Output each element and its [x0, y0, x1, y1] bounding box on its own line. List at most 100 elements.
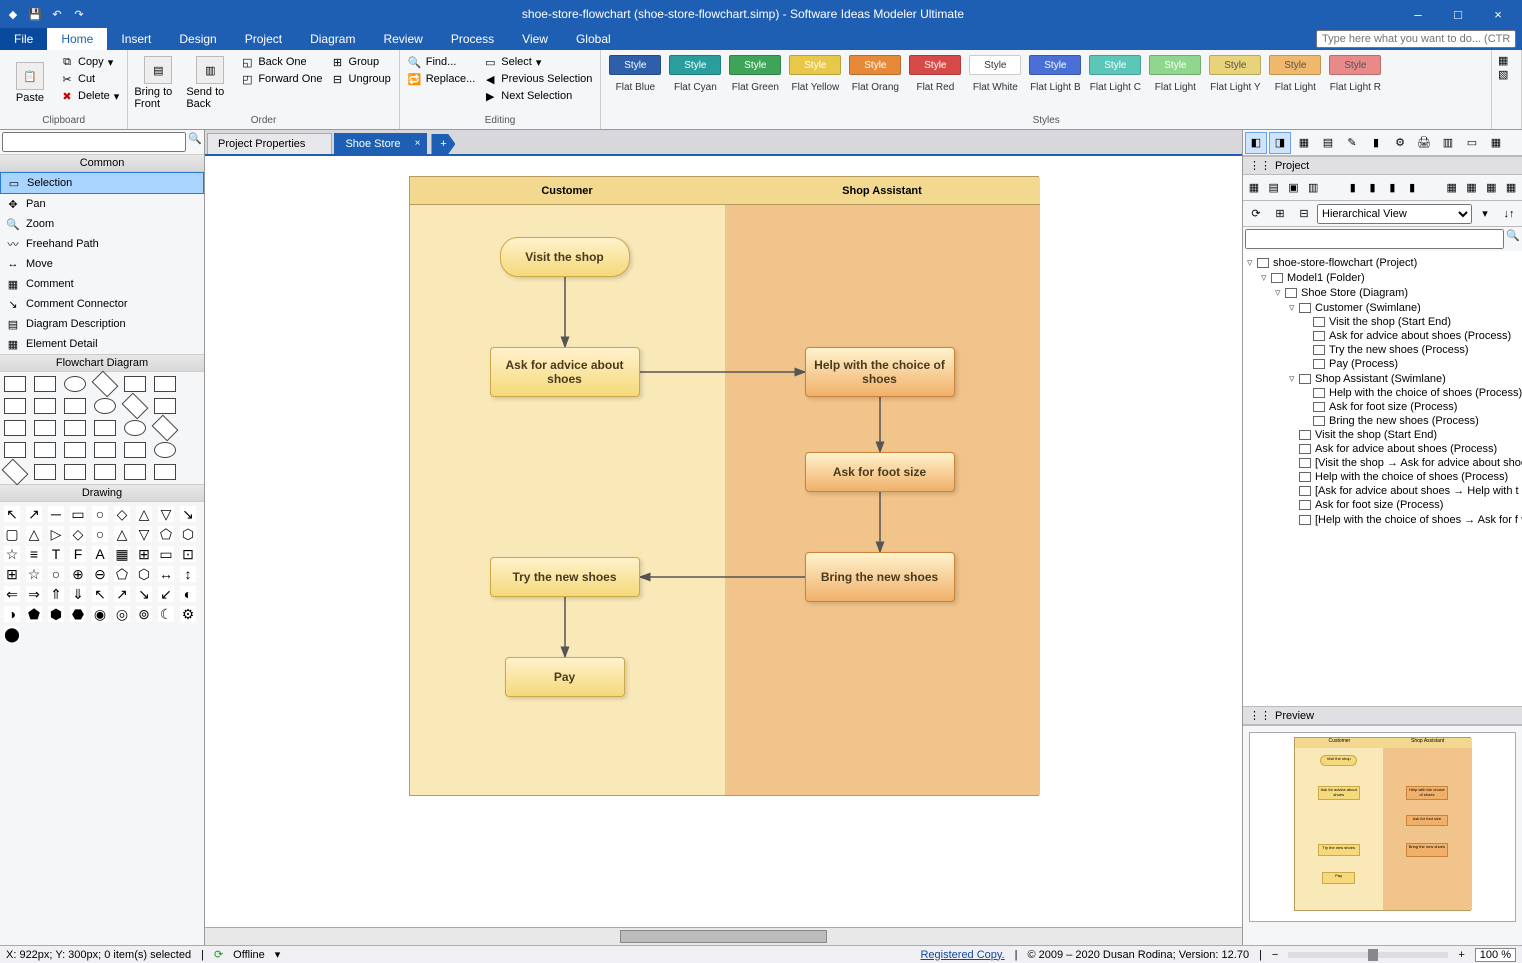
tree-expand-icon[interactable]: ▿: [1275, 286, 1285, 299]
menu-file[interactable]: File: [0, 28, 47, 50]
menu-global[interactable]: Global: [562, 28, 625, 50]
undo-icon[interactable]: ↶: [48, 5, 66, 23]
drawing-shape[interactable]: ⊞: [136, 546, 152, 562]
tree-row[interactable]: [Help with the choice of shoes → Ask for…: [1247, 512, 1518, 527]
drawing-shape[interactable]: T: [48, 546, 64, 562]
drawing-shape[interactable]: ↔: [158, 566, 174, 582]
style-swatch[interactable]: Style: [849, 55, 901, 75]
find-button[interactable]: 🔍Find...: [406, 54, 478, 70]
flowchart-shape[interactable]: [122, 393, 149, 420]
drawing-shape[interactable]: ☆: [4, 546, 20, 562]
flowchart-node[interactable]: Help with the choice of shoes: [805, 347, 955, 397]
tool-comment-connector[interactable]: ↘Comment Connector: [0, 294, 204, 314]
minimize-button[interactable]: –: [1398, 2, 1438, 26]
tool-pan[interactable]: ✥Pan: [0, 194, 204, 214]
horizontal-scrollbar[interactable]: [205, 927, 1242, 945]
flowchart-shape[interactable]: [94, 442, 116, 458]
drawing-shape[interactable]: ↖: [92, 586, 108, 602]
bring-to-front-button[interactable]: ▤Bring to Front: [134, 54, 182, 112]
project-toolbar-button[interactable]: ▮: [1344, 177, 1362, 199]
tree-row[interactable]: Visit the shop (Start End): [1247, 428, 1518, 442]
drawing-shape[interactable]: ○: [92, 506, 108, 522]
flowchart-shape[interactable]: [92, 371, 119, 398]
flowchart-shape[interactable]: [34, 398, 56, 414]
project-toolbar-button[interactable]: [1324, 177, 1342, 199]
diagram-canvas[interactable]: CustomerShop AssistantVisit the shopAsk …: [205, 156, 1242, 927]
project-tree[interactable]: ▿shoe-store-flowchart (Project)▿Model1 (…: [1243, 251, 1522, 706]
drawing-shape[interactable]: ⚙: [180, 606, 196, 622]
flowchart-node[interactable]: Visit the shop: [500, 237, 630, 277]
flowchart-shape[interactable]: [124, 442, 146, 458]
drawing-shape[interactable]: ⬠: [114, 566, 130, 582]
drawing-shape[interactable]: ◇: [70, 526, 86, 542]
project-toolbar-button[interactable]: ▦: [1502, 177, 1520, 199]
drawing-shape[interactable]: ⇒: [26, 586, 42, 602]
tool-diagram-description[interactable]: ▤Diagram Description: [0, 314, 204, 334]
section-flowchart-header[interactable]: Flowchart Diagram: [0, 354, 204, 372]
drawing-shape[interactable]: ☆: [26, 566, 42, 582]
style-swatch[interactable]: Style: [669, 55, 721, 75]
send-to-back-button[interactable]: ▥Send to Back: [186, 54, 234, 112]
drawing-shape[interactable]: ⊡: [180, 546, 196, 562]
ribbon-search[interactable]: [1316, 30, 1516, 48]
flowchart-shape[interactable]: [64, 376, 86, 392]
ribbon-extra-icon[interactable]: ▦: [1498, 54, 1508, 67]
style-swatch[interactable]: Style: [1209, 55, 1261, 75]
tree-expand-icon[interactable]: ▿: [1261, 271, 1271, 284]
tree-row[interactable]: Pay (Process): [1247, 357, 1518, 371]
expand-icon[interactable]: ⊞: [1269, 203, 1291, 225]
drawing-shape[interactable]: ↘: [136, 586, 152, 602]
collapse-icon[interactable]: ⊟: [1293, 203, 1315, 225]
drawing-shape[interactable]: ▷: [48, 526, 64, 542]
tree-expand-icon[interactable]: ▿: [1289, 372, 1299, 385]
refresh-icon[interactable]: ⟳: [1245, 203, 1267, 225]
menu-review[interactable]: Review: [369, 28, 436, 50]
flowchart-shape[interactable]: [154, 442, 176, 458]
tree-row[interactable]: [Ask for advice about shoes → Help with …: [1247, 484, 1518, 498]
group-button[interactable]: ⊞Group: [329, 54, 393, 70]
cut-button[interactable]: ✂Cut: [58, 71, 121, 87]
project-toolbar-button[interactable]: ▮: [1364, 177, 1382, 199]
style-swatch[interactable]: Style: [1269, 55, 1321, 75]
drawing-shape[interactable]: △: [114, 526, 130, 542]
drawing-shape[interactable]: A: [92, 546, 108, 562]
zoom-slider[interactable]: [1288, 952, 1448, 958]
ribbon-extra-icon[interactable]: ▧: [1498, 68, 1508, 81]
drawing-shape[interactable]: ▦: [114, 546, 130, 562]
tree-row[interactable]: Ask for advice about shoes (Process): [1247, 329, 1518, 343]
style-swatch[interactable]: Style: [1149, 55, 1201, 75]
drawing-shape[interactable]: △: [136, 506, 152, 522]
tree-row[interactable]: Visit the shop (Start End): [1247, 315, 1518, 329]
zoom-out-button[interactable]: −: [1272, 949, 1278, 961]
tree-row[interactable]: [Visit the shop → Ask for advice about s…: [1247, 456, 1518, 470]
redo-icon[interactable]: ↷: [70, 5, 88, 23]
project-toolbar-button[interactable]: ▮: [1383, 177, 1401, 199]
menu-insert[interactable]: Insert: [107, 28, 165, 50]
back-one-button[interactable]: ◱Back One: [238, 54, 324, 70]
flowchart-node[interactable]: Ask for foot size: [805, 452, 955, 492]
drawing-shape[interactable]: ▢: [4, 526, 20, 542]
drawing-shape[interactable]: ⊞: [4, 566, 20, 582]
flowchart-shape[interactable]: [4, 420, 26, 436]
right-toolbar-button[interactable]: ◨: [1269, 132, 1291, 154]
doc-tab[interactable]: Project Properties: [207, 133, 332, 154]
drawing-shape[interactable]: ○: [48, 566, 64, 582]
tab-close-icon[interactable]: ×: [415, 138, 421, 149]
drawing-shape[interactable]: ⬢: [48, 606, 64, 622]
right-toolbar-button[interactable]: ▤: [1317, 132, 1339, 154]
right-toolbar-button[interactable]: ✎: [1341, 132, 1363, 154]
menu-diagram[interactable]: Diagram: [296, 28, 369, 50]
drawing-shape[interactable]: ↕: [180, 566, 196, 582]
drawing-shape[interactable]: ⬟: [26, 606, 42, 622]
flowchart-shape[interactable]: [94, 464, 116, 480]
menu-project[interactable]: Project: [231, 28, 296, 50]
tree-expand-icon[interactable]: ▿: [1247, 256, 1257, 269]
flowchart-node[interactable]: Ask for advice about shoes: [490, 347, 640, 397]
ribbon-search-input[interactable]: [1316, 30, 1516, 48]
right-toolbar-button[interactable]: ▮: [1365, 132, 1387, 154]
drawing-shape[interactable]: ◇: [114, 506, 130, 522]
style-swatch[interactable]: Style: [1089, 55, 1141, 75]
sync-icon[interactable]: ⟳: [214, 948, 223, 961]
tree-row[interactable]: Help with the choice of shoes (Process): [1247, 470, 1518, 484]
tree-row[interactable]: Ask for foot size (Process): [1247, 498, 1518, 512]
